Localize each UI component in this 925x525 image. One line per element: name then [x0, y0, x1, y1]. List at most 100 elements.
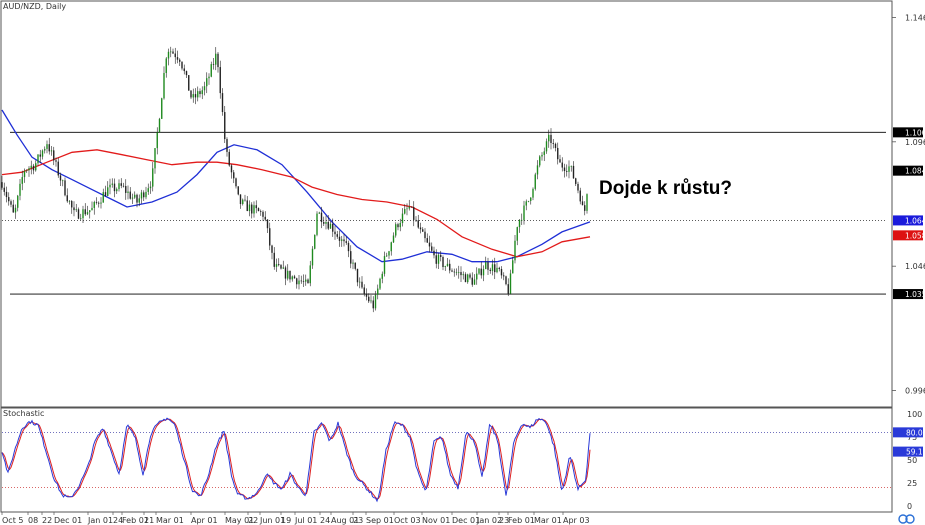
candle — [86, 205, 89, 216]
ma-line-1 — [1, 149, 591, 258]
candle — [107, 181, 109, 197]
candle — [428, 235, 431, 253]
time-tick-6: Feb 01 — [122, 516, 149, 525]
candle — [95, 197, 98, 205]
candle — [165, 57, 167, 78]
candle — [314, 234, 316, 250]
candle — [350, 245, 352, 269]
candle — [77, 207, 80, 220]
candle — [30, 160, 32, 175]
candle — [516, 226, 518, 246]
candle — [431, 242, 433, 253]
candle — [179, 58, 181, 66]
candle — [149, 181, 152, 194]
candle — [534, 172, 536, 191]
time-tick-13: 19 — [281, 516, 291, 525]
candle — [343, 233, 345, 247]
candle — [464, 272, 467, 283]
candle — [455, 268, 458, 276]
candle — [505, 275, 507, 286]
time-tick-5: 24 — [113, 516, 123, 525]
candle — [28, 166, 30, 177]
time-tick-15: 24 — [320, 516, 330, 525]
candle — [237, 186, 239, 196]
price-tick-1: 1.0962 — [905, 138, 925, 147]
candle — [325, 215, 327, 230]
candle — [289, 270, 291, 283]
candle — [536, 160, 539, 180]
time-tick-21: Dec 01 — [452, 516, 480, 525]
time-tick-7: 21 — [144, 516, 154, 525]
candle — [62, 179, 64, 187]
logo-icon — [898, 514, 915, 524]
candle — [19, 179, 21, 201]
time-tick-18: Sep 01 — [366, 516, 394, 525]
candle — [75, 203, 77, 213]
candle — [347, 240, 350, 258]
candle — [509, 269, 512, 295]
candle — [579, 187, 581, 205]
candle — [230, 163, 233, 179]
candle — [269, 222, 271, 251]
time-tick-8: Mar 01 — [156, 516, 184, 525]
candle — [383, 251, 386, 277]
candle — [453, 268, 455, 277]
candle — [496, 262, 498, 274]
time-tick-16: Aug 01 — [331, 516, 359, 525]
candle — [271, 244, 273, 260]
time-tick-9: Apr 01 — [191, 516, 218, 525]
candle — [548, 129, 550, 148]
candle — [440, 250, 442, 262]
candle — [311, 246, 314, 269]
candle — [386, 252, 388, 257]
candle — [10, 199, 12, 208]
candle — [134, 191, 136, 199]
price-axis: 1.1462 1.0962 1.0462 0.9962 1.1000 1.0846 1.06… — [892, 13, 925, 396]
candle — [521, 213, 523, 225]
candle — [372, 296, 374, 313]
candle — [408, 199, 410, 211]
candle — [437, 252, 440, 269]
candle — [291, 275, 293, 282]
candle — [23, 168, 26, 183]
candle — [224, 105, 226, 144]
candle — [374, 290, 377, 311]
candle — [264, 211, 266, 222]
candle — [320, 206, 323, 229]
candle — [212, 57, 215, 70]
candle — [163, 66, 165, 100]
candle — [215, 47, 217, 71]
candle — [219, 60, 221, 99]
candle — [568, 160, 570, 179]
candle — [80, 213, 82, 221]
candle — [68, 200, 71, 205]
candle — [365, 288, 368, 301]
candle — [309, 260, 311, 287]
candle — [305, 274, 307, 286]
candle — [433, 246, 435, 259]
candle — [246, 196, 248, 212]
candle — [570, 165, 572, 172]
candle — [273, 247, 275, 270]
candle — [239, 194, 242, 209]
candle — [156, 127, 158, 155]
candle — [334, 225, 336, 240]
time-tick-3: Dec 01 — [54, 516, 82, 525]
candle — [323, 216, 325, 226]
candle — [183, 64, 185, 75]
candle — [161, 97, 163, 119]
candle — [442, 255, 444, 271]
candle — [48, 137, 50, 155]
candle — [500, 266, 503, 279]
ma-line-0 — [1, 109, 591, 263]
stochastic-lines — [1, 417, 891, 503]
candle — [102, 188, 104, 203]
main-pane — [0, 0, 893, 408]
candle — [251, 202, 253, 219]
candle — [203, 81, 206, 96]
candle — [287, 264, 289, 281]
candle — [233, 169, 235, 184]
candle — [476, 267, 478, 285]
candle — [248, 200, 251, 217]
